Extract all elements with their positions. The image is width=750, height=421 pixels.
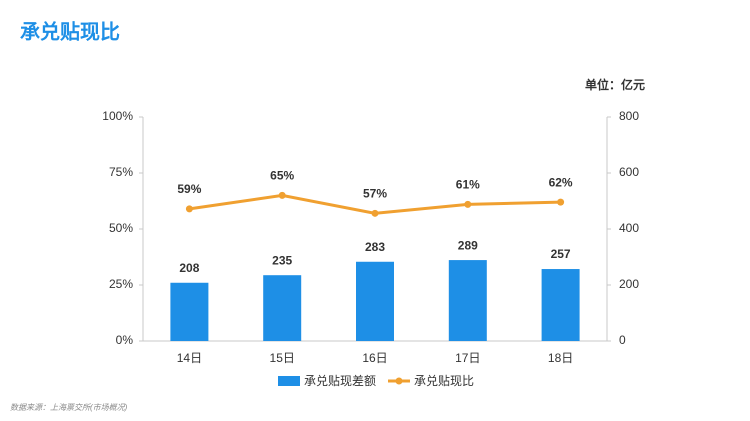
bar [263, 275, 302, 341]
bar [448, 260, 487, 341]
y-tick-label: 75% [109, 165, 133, 179]
chart-title: 承兑贴现比 [20, 19, 120, 43]
data-label: 59% [177, 182, 201, 196]
source-note: 数据来源：上海票交所(市场概况) [10, 403, 128, 412]
x-tick-label: 16日 [362, 351, 387, 365]
y-tick-label: 25% [109, 277, 133, 291]
y2-tick-label: 600 [619, 165, 639, 179]
y2-tick-label: 0 [619, 333, 626, 347]
data-label: 289 [458, 238, 478, 252]
x-tick-label: 15日 [270, 351, 295, 365]
bar [541, 269, 580, 341]
data-label: 235 [272, 253, 292, 267]
data-label: 62% [549, 175, 573, 189]
point [557, 198, 565, 206]
y-tick-label: 0% [116, 333, 134, 347]
point [464, 200, 472, 208]
data-label: 208 [179, 261, 199, 275]
x-tick-label: 17日 [455, 351, 480, 365]
y-tick-label: 100% [102, 109, 133, 123]
data-label: 65% [270, 169, 294, 183]
y2-tick-label: 400 [619, 221, 639, 235]
y-tick-label: 50% [109, 221, 133, 235]
y2-tick-label: 800 [619, 109, 639, 123]
legend-label: 承兑贴现差额 [304, 374, 376, 388]
legend-swatch [278, 376, 300, 386]
legend-label: 承兑贴现比 [414, 374, 474, 388]
point [278, 191, 286, 199]
x-tick-label: 18日 [548, 351, 573, 365]
bar [356, 261, 394, 341]
data-label: 61% [456, 178, 480, 192]
legend-swatch [395, 377, 403, 385]
x-tick-label: 14日 [177, 351, 202, 365]
data-label: 257 [551, 247, 571, 261]
unit-label: 单位：亿元 [585, 77, 645, 92]
y2-tick-label: 200 [619, 277, 639, 291]
data-label: 283 [365, 240, 385, 254]
data-label: 57% [363, 186, 387, 200]
point [371, 209, 379, 217]
point [185, 205, 193, 213]
bar [170, 282, 209, 341]
